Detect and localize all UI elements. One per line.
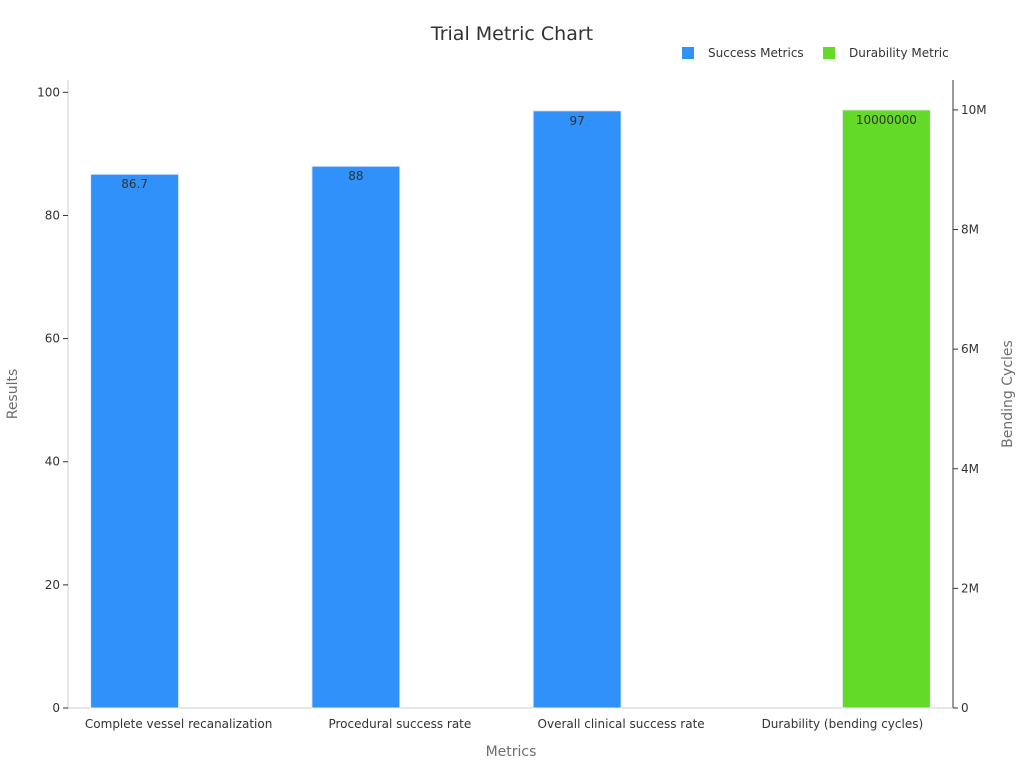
bar-durability-bending-cycles[interactable] — [841, 109, 931, 709]
legend-swatch — [682, 47, 694, 59]
y-axis-title: Results — [5, 369, 21, 420]
data-label: 86.7 — [121, 177, 148, 191]
legend-item-success-metrics[interactable]: Success Metrics — [682, 46, 804, 60]
y2-axis-title: Bending Cycles — [1000, 340, 1016, 448]
bar-complete-vessel-recanalization[interactable] — [90, 173, 180, 709]
right-tick-label: 0 — [961, 701, 969, 715]
x-tick-label: Procedural success rate — [328, 717, 471, 731]
left-y-axis: 0 20 40 60 80 100 — [37, 80, 69, 715]
legend-swatch — [823, 47, 835, 59]
left-tick-label: 60 — [45, 332, 60, 346]
x-tick-label: Durability (bending cycles) — [762, 717, 924, 731]
bars — [90, 109, 931, 709]
right-tick-label: 8M — [961, 223, 979, 237]
legend: Success Metrics Durability Metric — [682, 46, 949, 60]
right-tick-label: 10M — [961, 103, 987, 117]
right-tick-label: 6M — [961, 342, 979, 356]
data-label: 88 — [348, 169, 363, 183]
legend-label: Success Metrics — [708, 46, 804, 60]
right-tick-label: 2M — [961, 581, 979, 595]
left-tick-label: 80 — [45, 208, 60, 222]
x-axis: Complete vessel recanalization Procedural… — [68, 707, 953, 731]
legend-item-durability-metric[interactable]: Durability Metric — [823, 46, 949, 60]
data-label: 97 — [569, 114, 584, 128]
bar-overall-clinical-success-rate[interactable] — [532, 110, 622, 709]
right-tick-label: 4M — [961, 462, 979, 476]
x-tick-label: Complete vessel recanalization — [85, 717, 272, 731]
right-y-axis: 0 2M 4M 6M 8M 10M — [952, 80, 987, 715]
data-label: 10000000 — [856, 113, 917, 127]
x-axis-title: Metrics — [486, 744, 537, 760]
bar-procedural-success-rate[interactable] — [311, 165, 401, 709]
left-tick-label: 0 — [52, 701, 60, 715]
left-tick-label: 100 — [37, 85, 60, 99]
x-tick-label: Overall clinical success rate — [538, 717, 705, 731]
chart-title: Trial Metric Chart — [430, 23, 593, 45]
data-labels: 86.7 88 97 10000000 — [121, 113, 917, 191]
legend-label: Durability Metric — [849, 46, 949, 60]
left-tick-label: 40 — [45, 455, 60, 469]
left-tick-label: 20 — [45, 578, 60, 592]
